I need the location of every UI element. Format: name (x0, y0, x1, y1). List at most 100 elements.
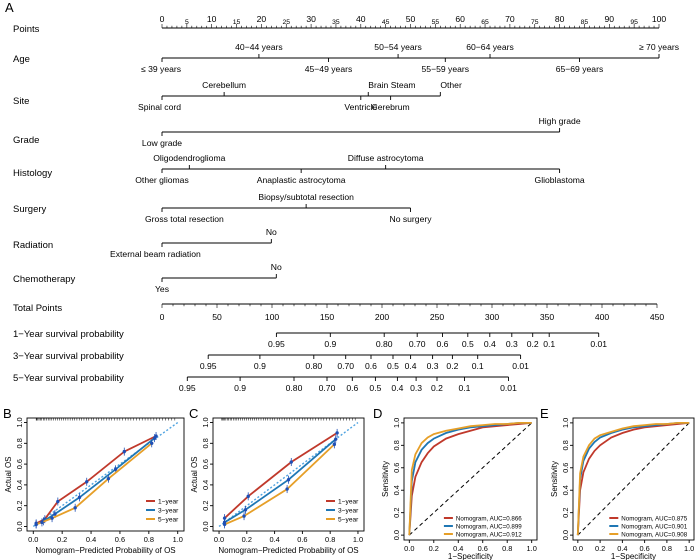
surv3-tick-label: 0.01 (512, 361, 529, 371)
total-points-tick-label: 300 (485, 312, 500, 322)
points-minor-tick-label: 35 (332, 19, 340, 26)
data-point (332, 442, 337, 447)
x-tick-label: 1.0 (353, 535, 363, 544)
surv1-tick-label: 0.3 (506, 339, 518, 349)
x-tick-label: 0.4 (617, 544, 627, 553)
x-axis-title: 1−Specificity (448, 552, 493, 560)
surv5-tick-label: 0.70 (319, 383, 336, 393)
data-point (285, 487, 289, 491)
site-level-label: Brain Steam (368, 80, 415, 90)
data-point (50, 516, 54, 520)
surv3-axis-label: 3−Year survival probability (13, 351, 124, 362)
y-tick-label: 0.4 (561, 485, 570, 495)
surv1-tick-label: 0.5 (462, 339, 474, 349)
surv1-tick-label: 0.2 (527, 339, 539, 349)
x-tick-label: 0.4 (453, 544, 463, 553)
y-axis-title: Actual OS (4, 456, 13, 492)
data-point (222, 516, 227, 520)
grade-axis-label: Grade (13, 135, 39, 146)
legend-label: 3−year (158, 508, 179, 515)
grade-level-label: Low grade (142, 138, 182, 148)
y-tick-label: 0.2 (201, 501, 210, 511)
points-minor-tick-label: 65 (481, 19, 489, 26)
chart-legend: 1−year 3−year 5−year (146, 499, 179, 524)
y-tick-label: 0.8 (15, 438, 24, 448)
total-points-tick-label: 400 (595, 312, 610, 322)
chart-panel-c: C 0.0 0.2 0.4 0.6 0.8 1.0 0.0 0.2 0.4 0.6 0.8 1.0 Nom… (189, 406, 365, 555)
x-tick-label: 0.6 (115, 535, 125, 544)
data-point (150, 441, 154, 446)
age-level-label: 60−64 years (466, 42, 514, 52)
y-tick-label: 0.6 (15, 459, 24, 469)
surv1-tick-label: 0.1 (543, 339, 555, 349)
points-tick-label: 0 (160, 14, 165, 24)
points-minor-tick-label: 5 (185, 19, 189, 26)
data-point (73, 506, 77, 510)
y-tick-label: 0.2 (15, 501, 24, 511)
y-tick-label: 0.0 (15, 521, 24, 531)
y-axis-title: Sensitivity (381, 461, 390, 497)
y-tick-label: 0.0 (392, 530, 401, 540)
legend-label: Nomogram, AUC=0.908 (621, 532, 687, 539)
data-point (334, 437, 338, 441)
points-minor-tick-label: 15 (233, 19, 241, 26)
surgery-level-label: No surgery (389, 214, 432, 224)
series-line-1 (35, 435, 157, 525)
age-axis-label: Age (13, 54, 30, 65)
surv5-tick-label: 0.5 (369, 383, 381, 393)
surv3-tick-label: 0.4 (405, 361, 417, 371)
surv3-tick-label: 0.9 (254, 361, 266, 371)
x-tick-label: 0.6 (639, 544, 649, 553)
site-level-label: Cerebrum (372, 102, 410, 112)
age-level-label: ≤ 39 years (141, 64, 181, 74)
data-point (246, 494, 250, 499)
total-points-axis-label: Total Points (13, 303, 62, 314)
surv3-tick-label: 0.6 (365, 361, 377, 371)
data-point (34, 522, 38, 527)
surv5-tick-label: 0.6 (346, 383, 358, 393)
surgery-level-label: Biopsy/subtotal resection (258, 192, 354, 202)
series-line-3 (408, 421, 532, 536)
surv5-tick-label: 0.95 (179, 383, 196, 393)
surv3-tick-label: 0.80 (305, 361, 322, 371)
points-minor-tick-label: 25 (282, 19, 290, 26)
points-tick-label: 10 (207, 14, 217, 24)
data-point (53, 512, 57, 516)
points-minor-tick-label: 75 (531, 19, 539, 26)
age-level-label: 40−44 years (235, 42, 283, 52)
series-line-3 (576, 421, 690, 536)
surv3-tick-label: 0.3 (427, 361, 439, 371)
y-tick-label: 0.8 (561, 440, 570, 450)
chemotherapy-level-label: Yes (155, 284, 169, 294)
x-axis-title: 1−Specificity (611, 552, 656, 560)
points-minor-tick-label: 45 (382, 19, 390, 26)
data-point (152, 436, 157, 440)
points-minor-tick-label: 95 (630, 19, 638, 26)
y-tick-label: 0.0 (201, 521, 210, 531)
chart-panel-b: B 0.0 0.2 0.4 0.6 0.8 1.0 0.0 0.2 0.4 0.6 0.8 1.0 Nom… (3, 406, 185, 555)
x-tick-label: 0.4 (86, 535, 96, 544)
series-line-1 (408, 422, 532, 536)
total-points-tick-label: 450 (650, 312, 665, 322)
total-points-tick-label: 50 (212, 312, 222, 322)
x-tick-label: 1.0 (527, 544, 537, 553)
surv3-tick-label: 0.2 (446, 361, 458, 371)
plot-frame (212, 417, 365, 532)
points-tick-label: 30 (306, 14, 316, 24)
data-point (243, 508, 248, 512)
x-tick-label: 0.2 (57, 535, 67, 544)
x-tick-label: 0.8 (144, 535, 154, 544)
y-tick-label: 1.0 (561, 418, 570, 428)
site-axis-label: Site (13, 96, 29, 107)
surv1-tick-label: 0.80 (376, 339, 393, 349)
data-point (289, 460, 293, 464)
surv5-tick-label: 0.2 (431, 383, 443, 393)
total-points-tick-label: 100 (265, 312, 280, 322)
x-tick-label: 0.8 (662, 544, 672, 553)
surv3-tick-label: 0.5 (387, 361, 399, 371)
points-minor-tick-label: 55 (432, 19, 440, 26)
site-level-label: Spinal cord (138, 102, 181, 112)
surv1-tick-label: 0.01 (590, 339, 607, 349)
